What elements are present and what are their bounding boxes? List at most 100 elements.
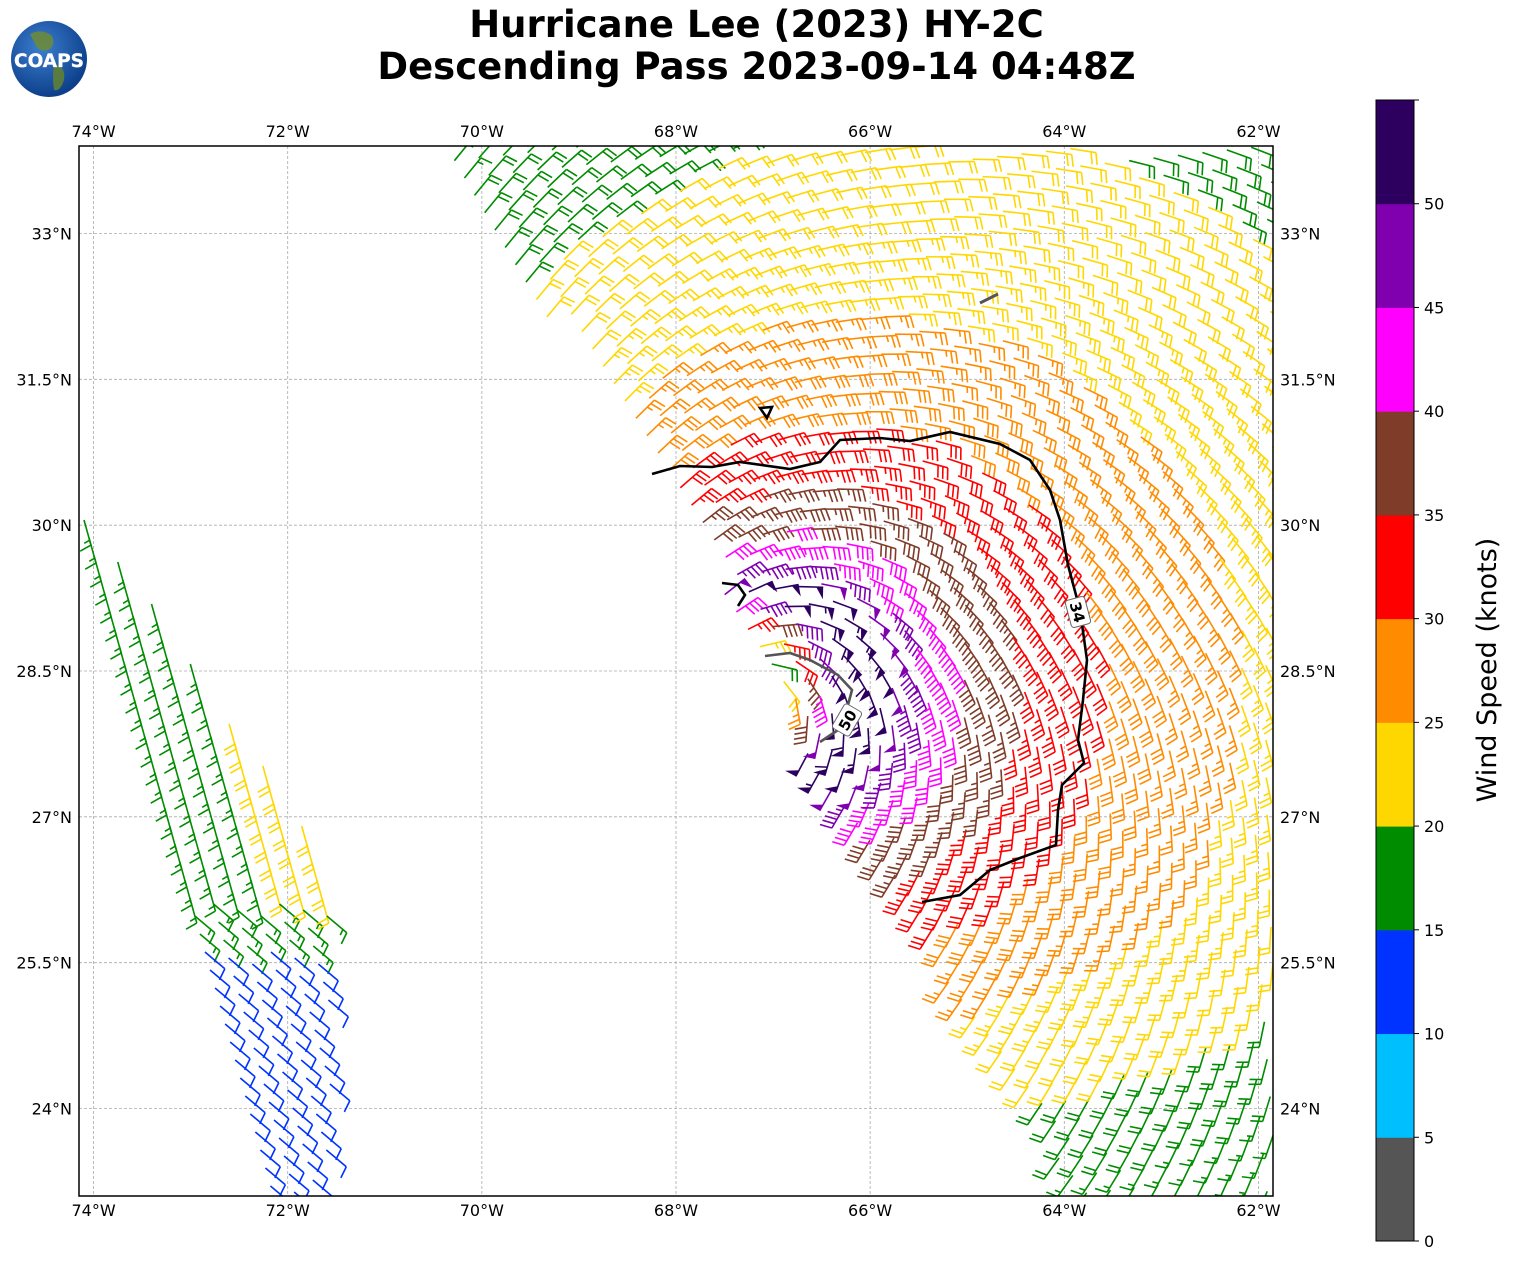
barb-feather [794, 731, 807, 735]
barb-feather [961, 1050, 974, 1057]
barb-feather [730, 456, 741, 467]
barb-feather [903, 775, 917, 780]
barb-feather [896, 857, 910, 861]
barb-feather [984, 502, 989, 515]
barb-feather [912, 546, 916, 559]
barb-half-feather [1190, 950, 1198, 953]
barb-feather [1006, 310, 1010, 323]
barb-shaft [959, 829, 967, 856]
barb-feather [725, 469, 736, 480]
barb-shaft [882, 557, 907, 570]
wind-barb [1135, 828, 1149, 859]
barb-feather [975, 623, 984, 636]
barb-feather [858, 281, 866, 294]
barb-half-feather [1202, 892, 1209, 896]
barb-feather [797, 339, 806, 351]
barb-feather [831, 528, 837, 541]
barb-feather [1036, 891, 1049, 894]
barb-feather [921, 258, 927, 271]
barb-feather [1257, 947, 1270, 952]
barb-feather [1014, 781, 1027, 788]
barb-feather [763, 249, 773, 261]
barb-half-feather [822, 490, 827, 497]
barb-shaft [1209, 1026, 1218, 1053]
barb-feather [1073, 984, 1086, 987]
barb-shaft [1204, 690, 1216, 716]
wind-barb [1109, 905, 1127, 934]
barb-shaft [1261, 1096, 1272, 1122]
barb-feather [1113, 775, 1126, 783]
wind-barb [874, 465, 903, 482]
barb-half-feather [1068, 434, 1072, 442]
barb-shaft [964, 362, 991, 370]
barb-shaft [683, 397, 707, 414]
barb-shaft [1108, 888, 1114, 915]
barb-feather [841, 412, 848, 426]
wind-barb [1105, 421, 1129, 448]
wind-barb [1164, 713, 1179, 746]
wind-barb [756, 395, 790, 411]
barb-half-feather [882, 242, 886, 249]
barb-feather [1009, 975, 1022, 979]
barb-feather [1209, 989, 1222, 993]
barb-feather [1089, 650, 1100, 661]
barb-shaft [627, 345, 648, 365]
barb-shaft [1045, 950, 1057, 976]
barb-shaft [752, 173, 778, 185]
wind-barb [616, 200, 648, 218]
barb-feather [771, 175, 781, 187]
wind-barb [929, 348, 959, 364]
barb-feather [528, 247, 541, 255]
barb-feather [1001, 802, 1014, 807]
barb-feather [920, 712, 932, 721]
wind-barb [1184, 1009, 1205, 1036]
barb-feather [929, 683, 940, 693]
barb-feather [1149, 529, 1157, 541]
wind-barb [792, 412, 825, 428]
barb-feather [1222, 782, 1235, 790]
barb-feather [1125, 750, 1138, 759]
wind-barb [933, 477, 960, 500]
barb-shaft [498, 172, 517, 194]
wind-barb [1053, 1117, 1081, 1141]
barb-shaft [488, 155, 507, 176]
barb-feather [693, 379, 705, 389]
barb-feather [1156, 676, 1168, 687]
barb-shaft [691, 487, 713, 506]
barb-half-feather [864, 299, 869, 307]
barb-shaft [581, 312, 601, 333]
barb-feather [921, 717, 934, 726]
barb-feather [877, 787, 890, 792]
barb-feather [936, 370, 940, 384]
barb-feather [1133, 1204, 1145, 1207]
barb-feather [622, 219, 634, 229]
wind-barb [1019, 282, 1047, 302]
barb-shaft [976, 772, 979, 799]
barb-feather [958, 689, 970, 699]
barb-feather [1036, 1045, 1049, 1050]
barb-feather [989, 1044, 1002, 1050]
barb-feather [653, 238, 665, 248]
wind-barb [1099, 776, 1114, 808]
barb-half-feather [1116, 883, 1123, 887]
wind-barb [675, 342, 708, 359]
barb-feather [953, 680, 964, 691]
barb-feather [1237, 767, 1249, 775]
wind-barb [1052, 501, 1075, 530]
barb-feather [919, 164, 926, 178]
wind-barb [581, 184, 613, 203]
barb-feather [1171, 974, 1185, 978]
barb-feather [993, 751, 1006, 759]
barb-half-feather [783, 249, 789, 256]
barb-feather [1213, 1100, 1227, 1103]
barb-feather [1204, 671, 1216, 681]
barb-pennant [875, 668, 885, 682]
wind-barb [727, 303, 760, 317]
barb-feather [1044, 703, 1056, 713]
barb-half-feather [779, 550, 784, 557]
wind-barb [1005, 302, 1033, 322]
barb-feather [954, 181, 960, 194]
barb-feather [1161, 808, 1174, 815]
barb-half-feather [1024, 400, 1027, 408]
wind-barb [1133, 902, 1151, 932]
